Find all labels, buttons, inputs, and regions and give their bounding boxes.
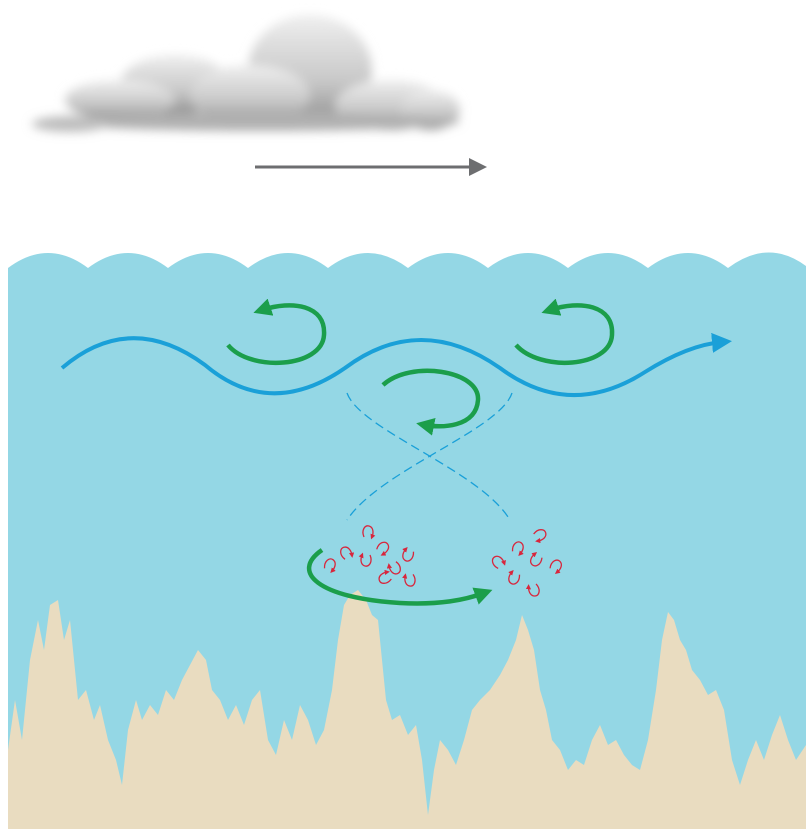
page [0,0,806,829]
ocean-diagram [0,0,806,829]
cloud [32,15,460,132]
